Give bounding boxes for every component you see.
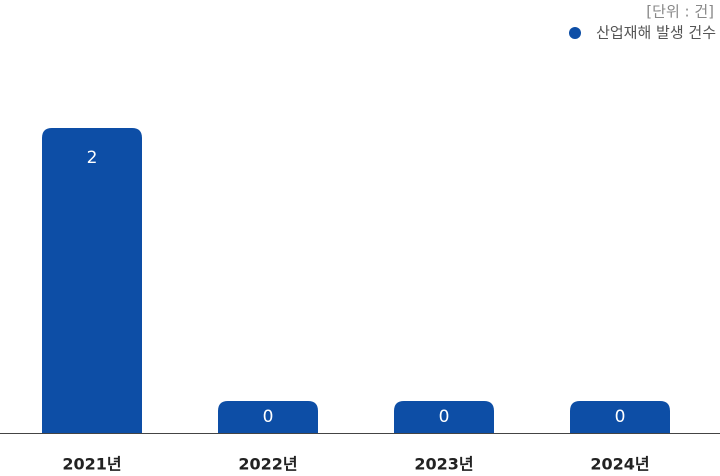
x-tick-label: 2024년 xyxy=(590,455,649,474)
bar xyxy=(570,401,670,433)
value-label: 0 xyxy=(615,407,626,427)
value-label: 2 xyxy=(87,148,98,168)
legend-swatch xyxy=(569,27,581,39)
bar xyxy=(218,401,318,433)
legend-label: 산업재해 발생 건수 xyxy=(596,24,716,42)
x-tick-label: 2023년 xyxy=(414,455,473,474)
x-tick-label: 2021년 xyxy=(62,455,121,474)
bar xyxy=(394,401,494,433)
bar xyxy=(42,128,142,433)
value-label: 0 xyxy=(439,407,450,427)
unit-label: [단위 : 건] xyxy=(646,3,714,21)
value-label: 0 xyxy=(263,407,274,427)
x-tick-label: 2022년 xyxy=(238,455,297,474)
